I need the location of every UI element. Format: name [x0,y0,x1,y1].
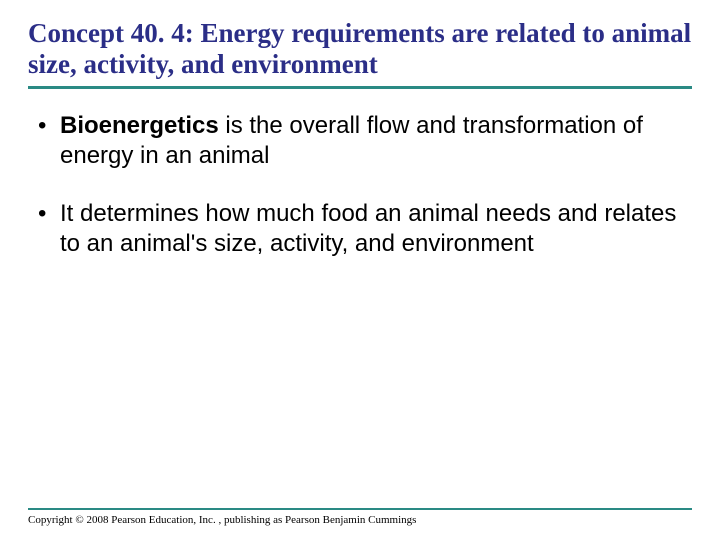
bullet-text: It determines how much food an animal ne… [60,200,676,257]
bullet-item: Bioenergetics is the overall flow and tr… [32,111,692,171]
footer-divider [28,508,692,510]
bullet-item: It determines how much food an animal ne… [32,199,692,259]
bullet-bold-lead: Bioenergetics [60,112,219,139]
footer: Copyright © 2008 Pearson Education, Inc.… [28,508,692,526]
copyright-text: Copyright © 2008 Pearson Education, Inc.… [28,514,692,526]
slide: Concept 40. 4: Energy requirements are r… [0,0,720,540]
bullet-list: Bioenergetics is the overall flow and tr… [28,111,692,259]
slide-title: Concept 40. 4: Energy requirements are r… [28,18,692,80]
title-divider [28,86,692,89]
